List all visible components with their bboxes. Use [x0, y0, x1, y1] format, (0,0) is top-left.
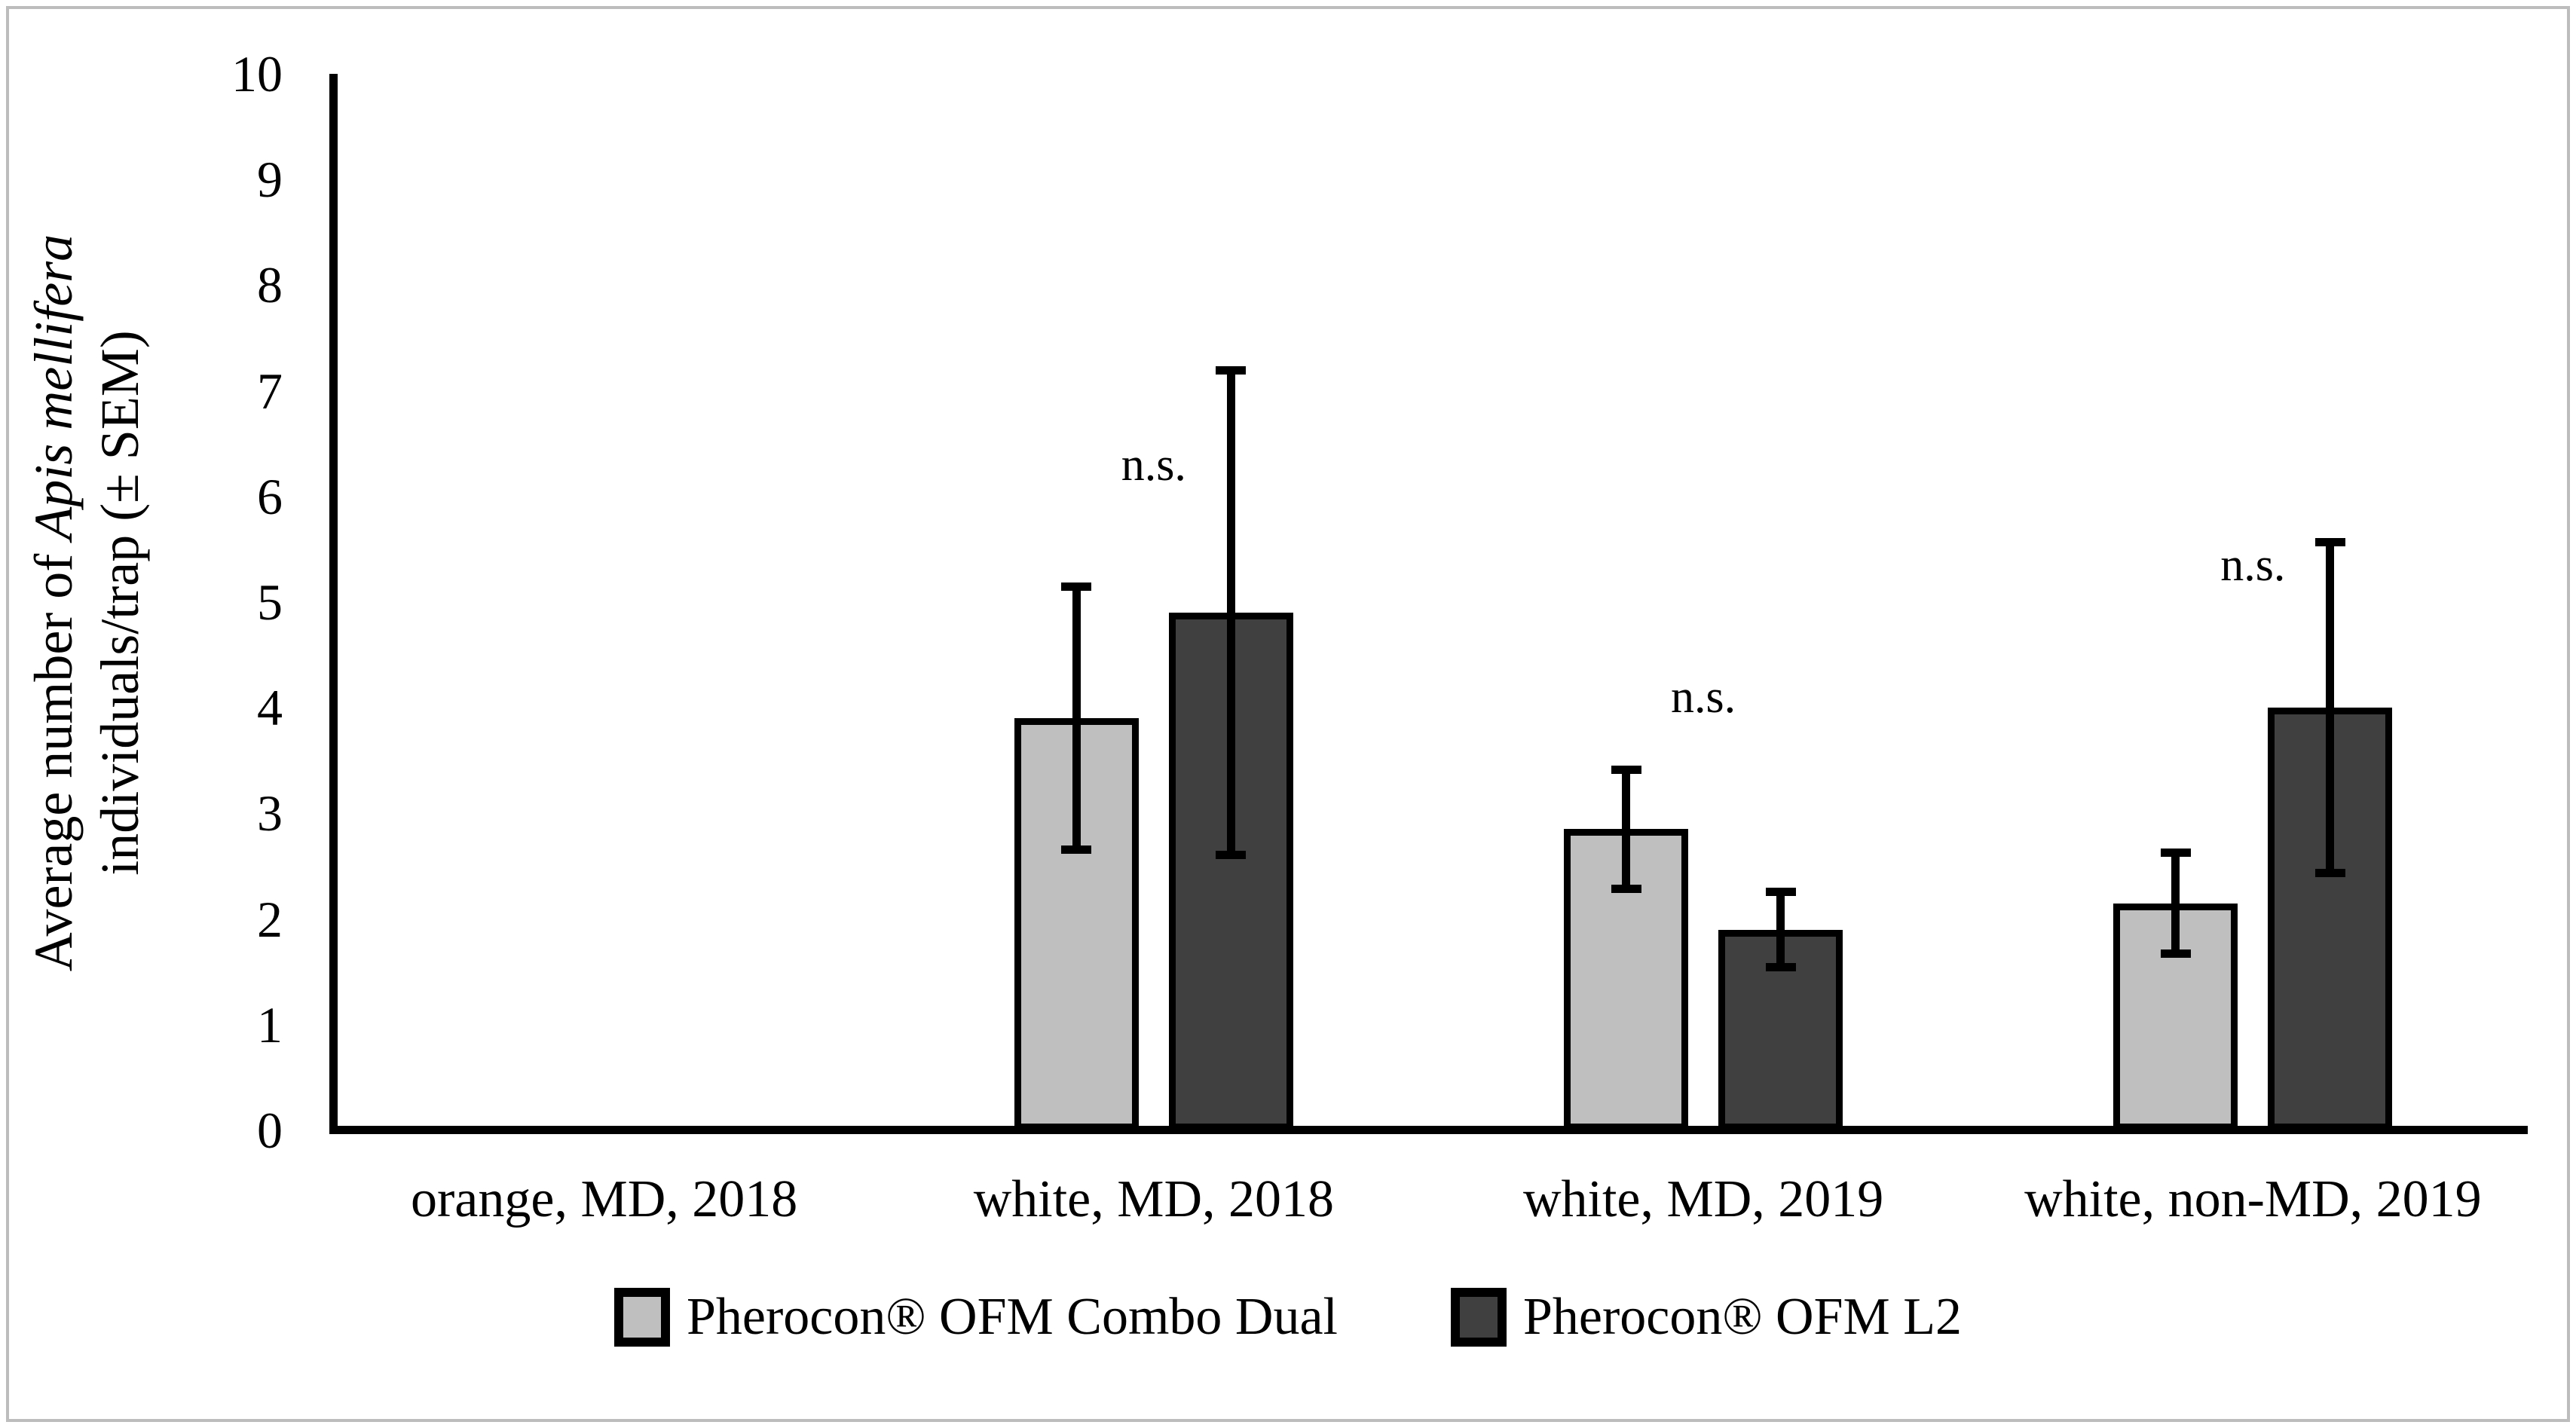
ns-annotation: n.s.: [1121, 439, 1186, 491]
error-bar-line: [1226, 369, 1235, 856]
x-category-label: orange, MD, 2018: [411, 1170, 798, 1228]
legend-label-combo-dual: Pherocon® OFM Combo Dual: [686, 1288, 1338, 1346]
ns-annotation: n.s.: [2220, 539, 2286, 591]
y-tick-label: 4: [257, 679, 283, 737]
error-bar-cap-bottom: [1765, 963, 1796, 972]
error-bar-cap-bottom: [1061, 845, 1092, 855]
error-bar-line: [1776, 891, 1785, 968]
ns-annotation: n.s.: [1671, 671, 1736, 723]
y-tick-label: 7: [257, 362, 283, 420]
legend-label-l2: Pherocon® OFM L2: [1522, 1288, 1963, 1346]
error-bar-cap-bottom: [1611, 885, 1641, 894]
legend-swatch-l2-icon: [1450, 1288, 1507, 1347]
error-bar-cap-top: [1611, 765, 1641, 774]
error-bar-cap-top: [1216, 365, 1247, 375]
y-tick-label: 5: [257, 573, 283, 631]
error-bar-line: [1072, 586, 1081, 851]
y-tick-label: 0: [257, 1102, 283, 1159]
legend: Pherocon® OFM Combo Dual Pherocon® OFM L…: [0, 1281, 2576, 1353]
error-bar-cap-top: [1765, 888, 1796, 897]
bar-l2: [2268, 708, 2393, 1130]
error-bar-cap-top: [2314, 538, 2345, 547]
error-bar-cap-bottom: [2160, 949, 2191, 958]
legend-item-combo-dual: Pherocon® OFM Combo Dual: [613, 1288, 1338, 1347]
legend-swatch-combo-dual-icon: [613, 1288, 670, 1347]
y-axis-line: [329, 74, 338, 1134]
legend-item-l2: Pherocon® OFM L2: [1450, 1288, 1963, 1347]
error-bar-cap-top: [2160, 849, 2191, 858]
x-category-label: white, MD, 2018: [973, 1170, 1335, 1228]
error-bar-cap-bottom: [2314, 869, 2345, 878]
y-tick-label: 1: [257, 995, 283, 1053]
x-axis-line: [329, 1126, 2528, 1134]
error-bar-line: [2326, 542, 2335, 874]
y-tick-label: 8: [257, 256, 283, 314]
error-bar-cap-top: [1061, 582, 1092, 591]
y-tick-label: 2: [257, 890, 283, 948]
y-tick-label: 6: [257, 467, 283, 525]
y-tick-label: 10: [231, 45, 283, 102]
x-category-label: white, non-MD, 2019: [2024, 1170, 2482, 1228]
error-bar-line: [1622, 769, 1631, 890]
x-category-label: white, MD, 2019: [1522, 1170, 1884, 1228]
error-bar-line: [2171, 852, 2180, 954]
y-tick-label: 3: [257, 784, 283, 842]
error-bar-cap-bottom: [1216, 851, 1247, 860]
y-tick-label: 9: [257, 151, 283, 209]
